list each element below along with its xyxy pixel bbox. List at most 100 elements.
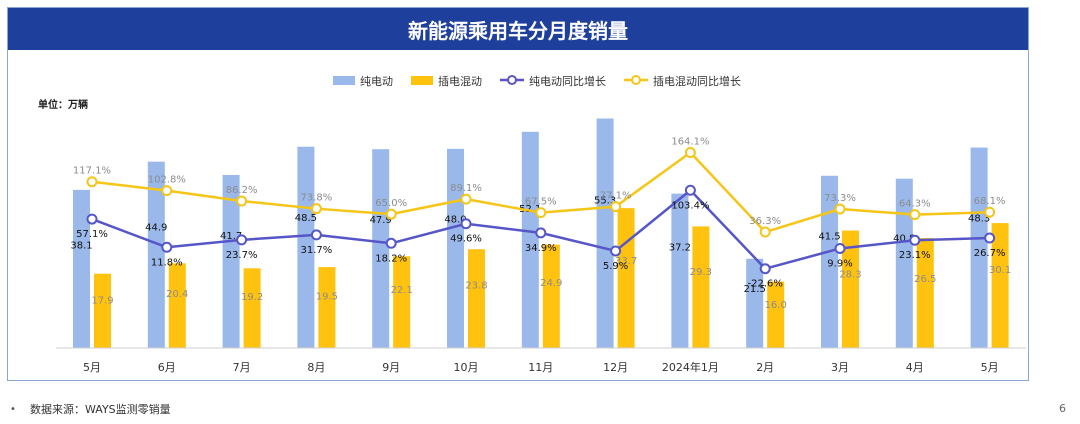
bev-yoy-label-12: 23.1% [899,250,931,261]
bev-yoy-point-10 [759,263,771,275]
data-label-bev-3: 41.7 [220,231,242,242]
phev-yoy-label-6: 89.1% [450,183,482,194]
bar-phev-9 [692,226,710,348]
phev-yoy-label-13: 68.1% [974,196,1006,207]
bar-phev-3 [243,268,261,348]
bar-phev-8 [617,208,635,348]
bar-bev-12 [895,178,913,348]
unit-label: 单位：万辆 [38,98,88,111]
bar-bev-11 [821,175,838,348]
data-label-bev-13: 48.3 [968,214,990,225]
data-label-phev-9: 29.3 [690,267,712,278]
data-label-bev-11: 41.5 [818,231,840,242]
phev-yoy-label-1: 117.1% [73,166,111,177]
page-number: 6 [1059,402,1066,415]
data-label-phev-10: 16.0 [765,300,787,311]
x-tick-label-8: 12月 [603,361,628,374]
data-label-phev-7: 24.9 [540,278,562,289]
bev-yoy-label-1: 57.1% [76,229,108,240]
bev-yoy-point-3 [236,234,248,246]
phev-yoy-label-2: 102.8% [148,175,186,186]
phev-yoy-point-11 [834,203,846,215]
phev-yoy-point-6 [460,193,472,205]
bev-yoy-point-13 [984,232,996,244]
bev-yoy-point-1 [86,213,98,225]
data-label-bev-6: 48.0 [444,215,466,226]
x-tick-label-1: 5月 [83,361,101,374]
x-tick-label-3: 7月 [233,361,251,374]
bev-yoy-label-2: 11.8% [151,257,183,268]
bev-yoy-label-9: 103.4% [671,200,709,211]
bev-yoy-label-5: 18.2% [375,253,407,264]
bev-yoy-point-9 [684,184,696,196]
data-label-bev-4: 48.5 [295,213,317,224]
x-tick-label-6: 10月 [454,361,479,374]
bev-yoy-label-3: 23.7% [226,250,258,261]
data-label-phev-8: 33.7 [615,256,637,267]
phev-yoy-label-11: 73.3% [824,193,856,204]
phev-yoy-label-7: 67.5% [525,197,557,208]
chart-panel: 新能源乘用车分月度销量 纯电动 插电混动 纯电动同比增长 插电混动同比增长 单位：万辆 5… [7,7,1029,381]
phev-yoy-point-3 [236,195,248,207]
phev-yoy-label-4: 73.8% [301,193,333,204]
x-tick-label-10: 2月 [756,361,774,374]
data-label-phev-11: 28.3 [839,270,861,281]
bev-yoy-point-5 [385,237,397,249]
bev-yoy-point-7 [535,227,547,239]
data-label-bev-9: 37.2 [669,243,691,254]
bev-yoy-point-11 [834,242,846,254]
bar-bev-13 [970,147,988,348]
page-title: 新能源乘用车分月度销量 [8,8,1028,50]
phev-yoy-point-2 [161,185,173,197]
x-tick-label-11: 3月 [831,361,849,374]
phev-yoy-point-13 [984,206,996,218]
phev-yoy-label-5: 65.0% [375,198,407,209]
source-note: 数据来源：WAYS监测零销量 [30,403,171,416]
bar-phev-5 [393,256,411,348]
bar-bev-5 [372,149,390,348]
bar-phev-11 [842,230,859,348]
data-label-phev-1: 17.9 [91,295,113,306]
data-label-phev-6: 23.8 [465,281,487,292]
bar-phev-10 [767,281,785,348]
bev-yoy-point-2 [161,241,173,253]
phev-yoy-point-10 [759,226,771,238]
phev-yoy-label-12: 64.3% [899,199,931,210]
bar-phev-4 [318,267,336,348]
phev-yoy-point-8 [610,201,622,213]
x-tick-label-12: 4月 [906,361,924,374]
data-label-phev-13: 30.1 [989,265,1011,276]
data-label-bev-10: 21.5 [744,284,766,295]
x-tick-label-13: 5月 [981,361,999,374]
legend-label-4: 插电混动同比增长 [653,74,741,88]
bar-bev-1 [73,189,90,348]
legend-label-2: 插电混动 [438,74,482,88]
bev-yoy-label-7: 34.9% [525,243,557,254]
phev-yoy-point-9 [684,146,696,158]
data-label-phev-2: 20.4 [166,289,188,300]
data-label-phev-12: 26.5 [914,274,936,285]
bar-phev-2 [168,263,186,348]
phev-yoy-label-3: 86.2% [226,185,258,196]
legend-marker-4 [631,75,641,85]
data-label-bev-5: 47.9 [370,215,392,226]
bev-yoy-label-8: 5.9% [603,261,628,272]
phev-yoy-point-4 [310,203,322,215]
bar-bev-9 [671,193,689,348]
x-tick-label-7: 11月 [528,361,553,374]
legend-label-3: 纯电动同比增长 [529,74,606,88]
legend-swatch-2 [411,76,433,85]
bar-phev-6 [468,249,485,348]
bev-yoy-point-12 [909,234,921,246]
x-tick-label-9: 2024年1月 [662,360,719,374]
bar-phev-7 [542,244,560,348]
phev-yoy-label-9: 164.1% [671,136,709,147]
bullet-glyph: • [10,404,16,415]
x-tick-label-5: 9月 [382,361,400,374]
bar-phev-1 [94,273,111,348]
bev-yoy-label-11: 9.9% [827,258,852,269]
phev-yoy-point-7 [535,207,547,219]
bar-bev-4 [297,146,315,348]
bev-yoy-point-6 [460,218,472,230]
